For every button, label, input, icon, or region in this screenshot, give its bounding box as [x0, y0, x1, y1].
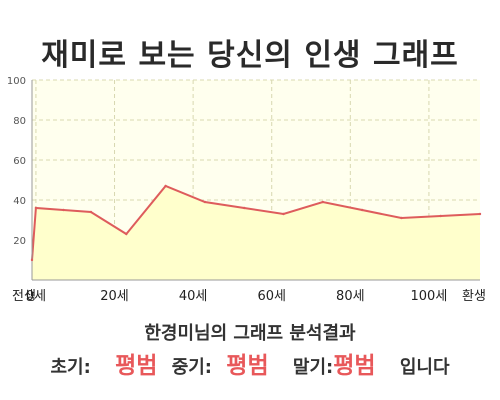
- data-point: [439, 214, 442, 218]
- data-point: [360, 208, 364, 212]
- data-point: [321, 200, 325, 204]
- data-point: [89, 210, 93, 214]
- data-point: [125, 232, 128, 236]
- y-tick-labels: 20 40 60 80 100: [7, 76, 26, 247]
- data-point: [34, 206, 38, 210]
- x-tick-label: 환생: [462, 289, 486, 304]
- late-value: 평범: [333, 353, 376, 379]
- mid-value: 평범: [226, 353, 269, 379]
- early-label: 초기:: [50, 357, 91, 378]
- data-point: [243, 206, 246, 210]
- data-point: [62, 208, 65, 212]
- x-tick-label: 80세: [336, 289, 365, 304]
- mid-label: 중기:: [171, 357, 213, 378]
- y-tick-label: 40: [13, 196, 26, 207]
- data-point: [282, 212, 285, 216]
- data-point: [478, 212, 482, 216]
- data-point: [203, 200, 207, 204]
- y-tick-label: 100: [7, 76, 26, 87]
- late-label: 말기:: [292, 357, 334, 378]
- y-tick-label: 60: [13, 156, 26, 167]
- data-line: [31, 184, 481, 261]
- result-suffix: 입니다: [399, 357, 450, 378]
- data-point: [164, 184, 167, 188]
- page-title: 재미로 보는 당신의 인생 그래프: [41, 38, 459, 73]
- result-summary: 초기: 평범 중기: 평범 말기:평범 입니다: [0, 346, 500, 380]
- x-tick-label: 전생: [12, 289, 36, 304]
- result-title: 한경미님의 그래프 분석결과: [144, 323, 356, 344]
- x-tick-label: 20세: [100, 289, 129, 304]
- x-tick-label: 60세: [257, 289, 286, 304]
- x-tick-label: 0세: [26, 289, 46, 304]
- x-tick-label: 40세: [179, 289, 208, 304]
- area-fill: [32, 186, 480, 280]
- x-tick-label: 100세: [411, 289, 448, 304]
- data-point: [30, 258, 34, 262]
- y-tick-label: 20: [13, 236, 26, 247]
- y-tick-label: 80: [13, 116, 26, 127]
- early-value: 평범: [115, 353, 158, 379]
- data-point: [400, 216, 403, 220]
